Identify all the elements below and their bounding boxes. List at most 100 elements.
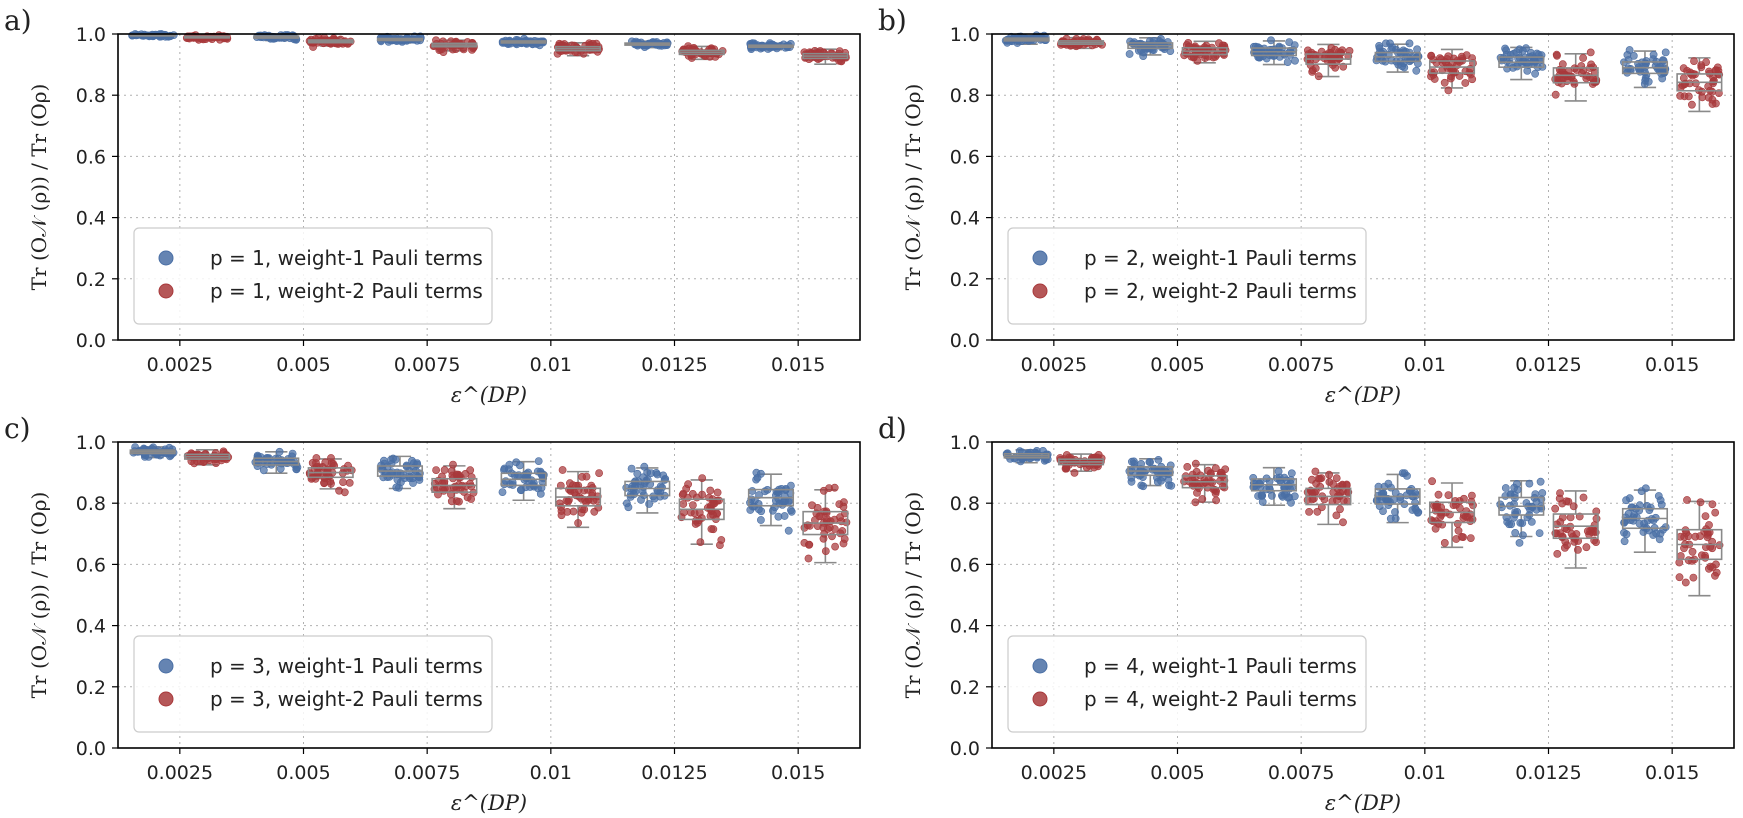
data-point — [467, 473, 476, 481]
data-point — [1391, 508, 1399, 516]
data-point — [563, 507, 572, 516]
data-point — [340, 488, 349, 497]
data-point — [526, 483, 534, 491]
x-tick-label: 0.0075 — [1268, 354, 1334, 376]
data-point — [1691, 532, 1700, 541]
data-point — [467, 482, 476, 491]
data-point — [1193, 488, 1201, 497]
data-point — [1708, 544, 1717, 553]
legend-marker — [158, 658, 174, 674]
legend-marker — [158, 250, 174, 266]
data-point — [595, 469, 603, 477]
y-tick-label: 0.2 — [76, 269, 106, 291]
data-point — [757, 516, 765, 524]
data-point — [1713, 63, 1722, 72]
data-point — [1637, 487, 1646, 495]
data-point — [408, 456, 416, 465]
data-point — [1287, 498, 1295, 507]
x-tick-label: 0.005 — [276, 354, 330, 376]
data-point — [440, 466, 449, 474]
data-point — [1661, 48, 1670, 57]
data-point — [1588, 524, 1596, 533]
data-point — [1706, 562, 1715, 571]
plot-frame — [991, 441, 1735, 749]
data-point — [556, 481, 565, 490]
x-tick-label: 0.01 — [530, 762, 572, 784]
data-point — [1305, 507, 1313, 516]
data-point — [1503, 64, 1511, 73]
y-tick-label: 0.8 — [76, 493, 106, 515]
data-point — [716, 541, 724, 549]
data-point — [645, 500, 653, 508]
data-point — [1452, 535, 1461, 543]
data-point — [1056, 454, 1064, 462]
series-2 — [183, 447, 851, 564]
data-point — [1620, 518, 1629, 527]
x-tick-label: 0.0025 — [1021, 354, 1087, 376]
data-point — [1427, 68, 1436, 76]
data-point — [1515, 539, 1524, 547]
x-tick-label: 0.005 — [276, 762, 330, 784]
data-point — [1558, 60, 1567, 69]
y-tick-label: 0.6 — [76, 554, 106, 576]
data-point — [1191, 459, 1200, 468]
data-point — [560, 40, 569, 48]
data-point — [557, 511, 566, 520]
data-point — [288, 449, 297, 458]
data-point — [1312, 479, 1320, 488]
panel-label: d) — [878, 412, 907, 445]
data-point — [1386, 39, 1394, 48]
x-tick-label: 0.005 — [1150, 762, 1204, 784]
y-tick-label: 1.0 — [950, 432, 980, 454]
data-point — [1531, 69, 1539, 78]
data-point — [1328, 497, 1337, 506]
data-point — [1444, 491, 1453, 499]
data-point — [339, 478, 347, 486]
data-point — [821, 547, 830, 555]
data-point — [689, 501, 697, 509]
x-tick-label: 0.0075 — [394, 762, 460, 784]
legend-label: p = 3, weight-2 Pauli terms — [210, 687, 483, 711]
data-point — [275, 447, 284, 456]
data-point — [1501, 44, 1509, 53]
data-point — [1166, 47, 1175, 55]
data-point — [1440, 78, 1449, 87]
data-point — [1523, 59, 1531, 67]
data-point — [1538, 489, 1547, 497]
data-point — [1501, 484, 1510, 492]
data-point — [1266, 485, 1274, 494]
data-point — [633, 469, 642, 478]
data-point — [467, 495, 475, 503]
data-point — [1684, 92, 1693, 101]
data-point — [1697, 63, 1706, 72]
data-point — [1462, 51, 1471, 59]
data-point — [1391, 488, 1400, 497]
legend-box — [133, 227, 493, 325]
data-point — [1191, 498, 1200, 507]
data-point — [1452, 500, 1460, 509]
legend: p = 2, weight-1 Pauli terms p = 2, weight… — [1007, 227, 1367, 325]
data-point — [1629, 52, 1638, 60]
data-point — [1332, 511, 1341, 520]
data-point — [1332, 474, 1341, 482]
data-point — [637, 495, 645, 504]
data-point — [695, 508, 704, 517]
legend-label: p = 2, weight-2 Pauli terms — [1084, 279, 1357, 303]
data-point — [1641, 68, 1649, 77]
data-point — [1574, 546, 1582, 554]
data-point — [1566, 513, 1575, 522]
data-point — [1703, 533, 1712, 542]
data-point — [1586, 48, 1595, 57]
panel-label: b) — [878, 4, 907, 37]
chart-panel-4: d) 0.0 0.2 0.4 0.6 0.8 1.0 0.0025 0.005 0.0075 0.0… — [878, 412, 1735, 815]
data-point — [439, 48, 448, 56]
data-point — [1531, 490, 1540, 498]
data-point — [784, 526, 793, 535]
data-point — [1691, 79, 1700, 88]
data-point — [1676, 552, 1685, 560]
data-point — [1065, 453, 1073, 462]
plot-frame — [991, 33, 1735, 341]
x-axis-label: ε^(DP) — [451, 791, 527, 815]
data-point — [1712, 568, 1721, 577]
data-point — [1620, 537, 1629, 546]
